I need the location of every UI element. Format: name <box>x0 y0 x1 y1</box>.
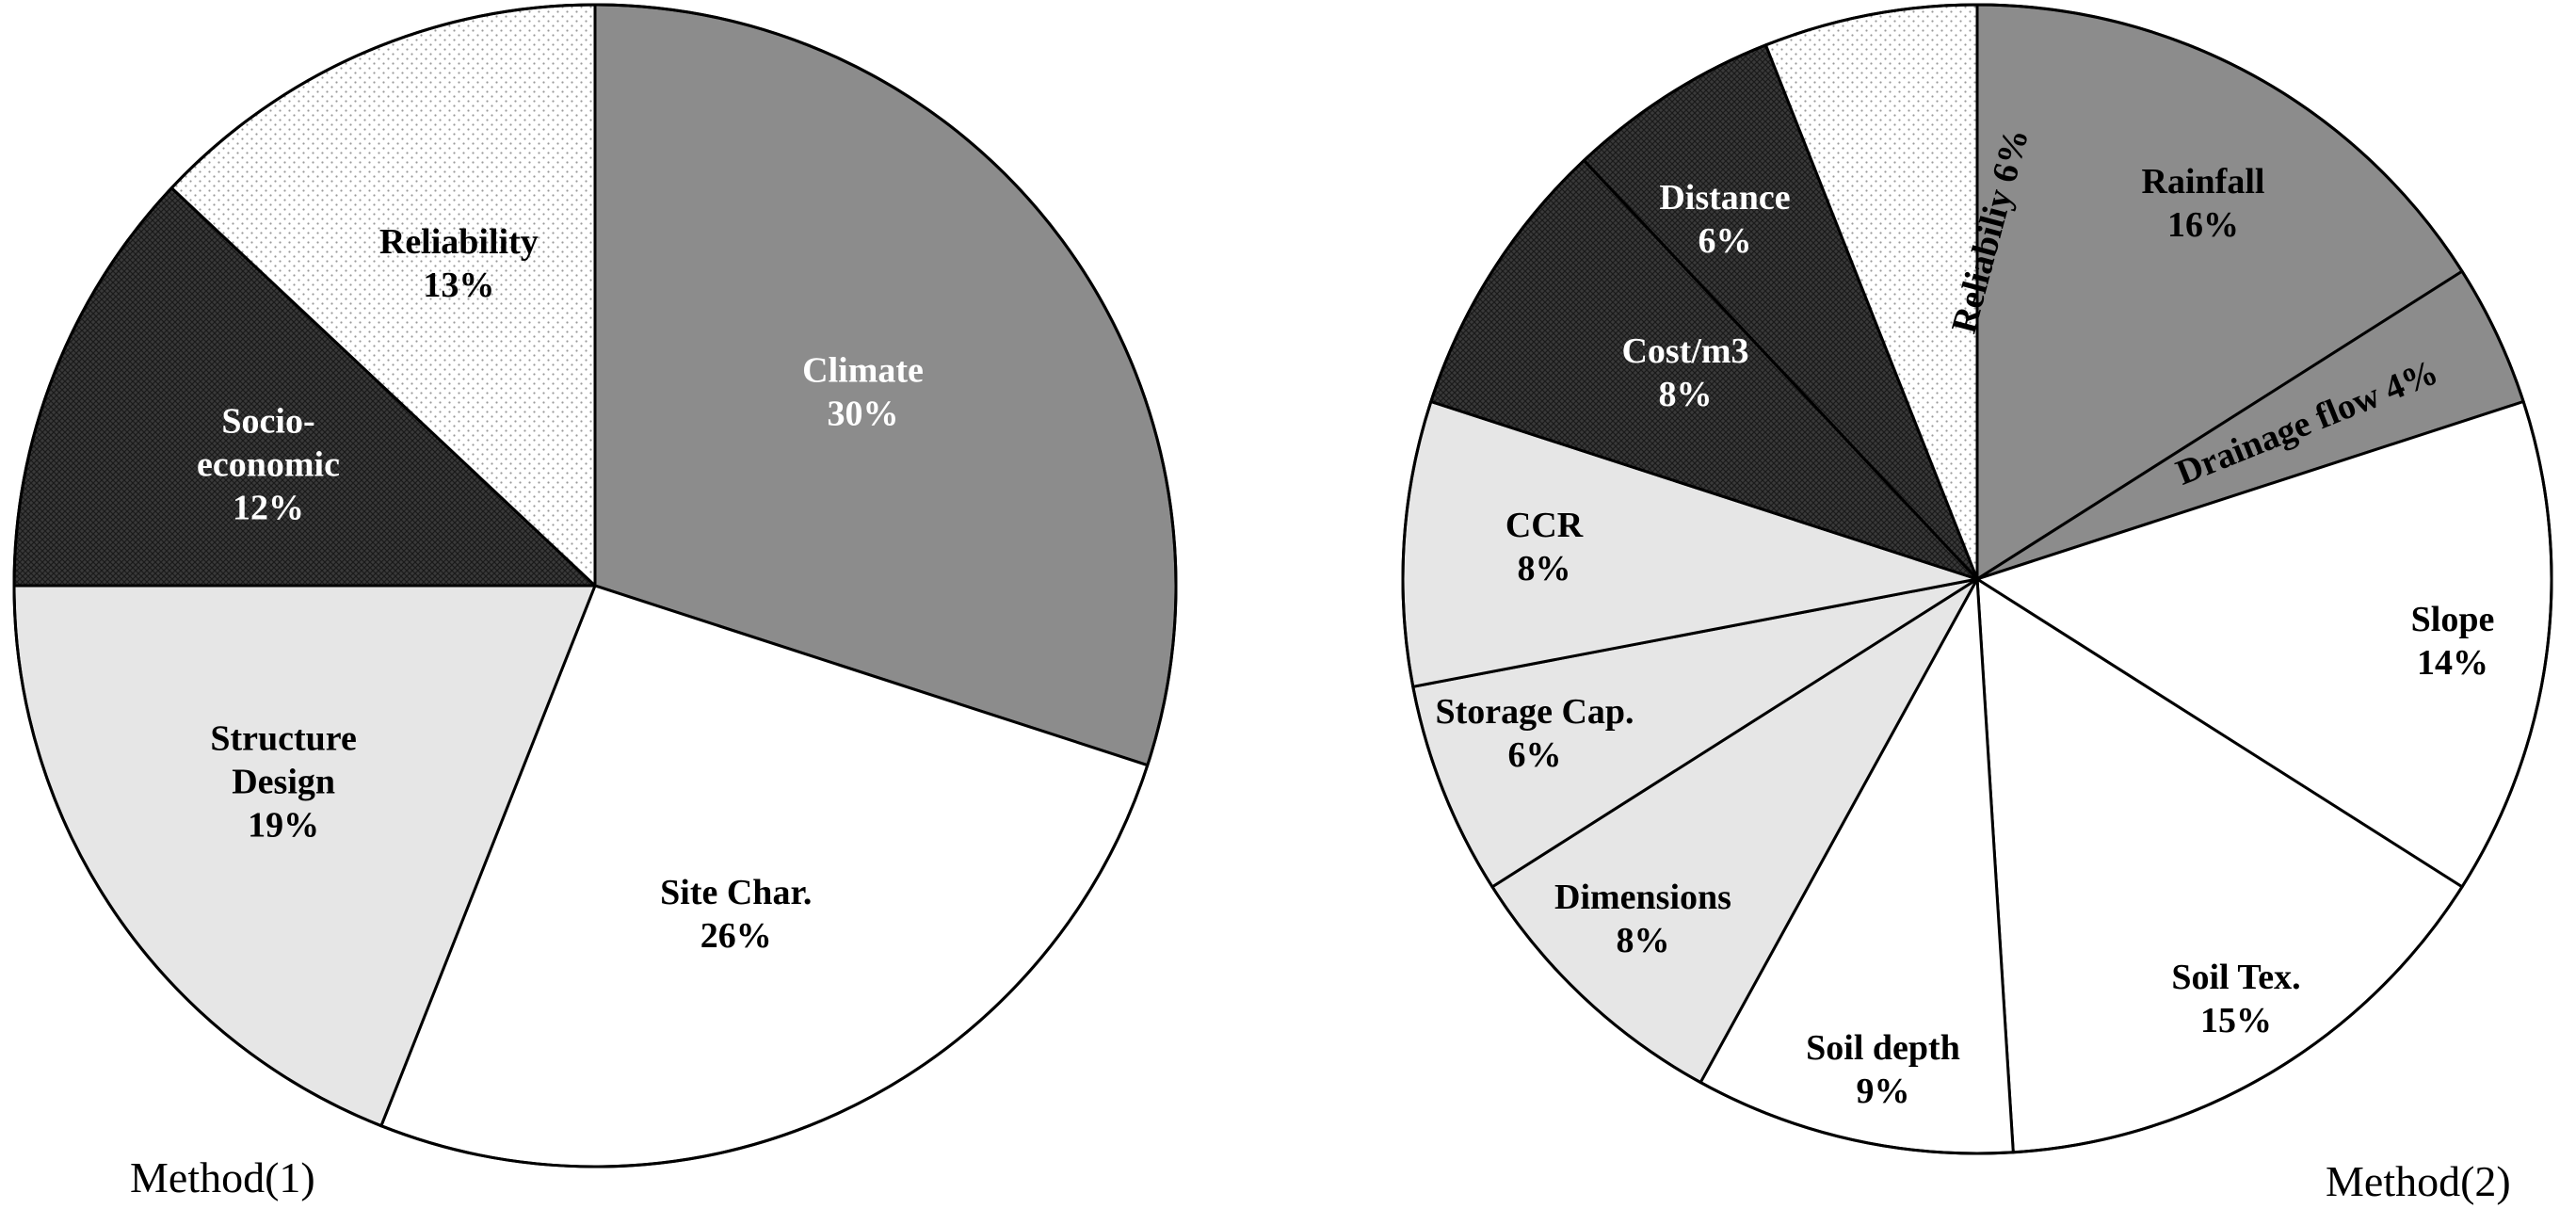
slice-label-line: Reliability <box>379 222 539 262</box>
slice-label-line: Rainfall <box>2142 162 2265 201</box>
slice-label-1-4: Socio-economic 12% <box>197 402 340 528</box>
slice-label-line: 19% <box>248 806 319 846</box>
slice-label-line: 8% <box>1518 549 1571 588</box>
pie-chart-method-2: Rainfall 16%Drainage flow 4%Slope 14%Soil … <box>1401 3 2553 1155</box>
slice-label-1-5: Reliability 13% <box>379 222 539 305</box>
slice-label-line: Socio- <box>221 402 314 442</box>
slice-label-line: Structure <box>210 719 357 759</box>
slice-label-line: 12% <box>233 489 304 528</box>
slice-label-line: Dimensions <box>1554 878 1731 917</box>
slice-label-line: Distance <box>1659 178 1790 218</box>
pie-chart-method-1: Climate 30% Site Char. 26% Structure Design 19… <box>12 3 1178 1169</box>
slice-label-2-10: Distance 6% <box>1659 178 1790 261</box>
slice-label-2-6: Dimensions 8% <box>1554 878 1731 960</box>
slice-label-2-1: Rainfall 16% <box>2142 162 2265 245</box>
slice-label-line: Storage Cap. <box>1435 692 1634 732</box>
slice-label-2-8: CCR 8% <box>1505 506 1584 588</box>
slice-label-line: 6% <box>1699 221 1752 261</box>
slice-label-line: Cost/m3 <box>1621 331 1748 371</box>
slice-label-1-3: Structure Design 19% <box>210 719 357 846</box>
slice-label-2-4: Soil Tex. 15% <box>2171 958 2300 1040</box>
slice-label-2-5: Soil depth 9% <box>1806 1028 1960 1111</box>
slice-label-line: Design <box>232 763 335 802</box>
slice-label-line: 13% <box>423 266 494 305</box>
slice-label-1-2: Site Char. 26% <box>660 873 812 956</box>
slice-label-line: 8% <box>1659 375 1713 414</box>
slice-label-line: 26% <box>700 916 772 956</box>
slice-label-line: 30% <box>828 394 899 433</box>
slice-label-line: CCR <box>1505 506 1584 545</box>
slice-label-line: Site Char. <box>660 873 812 912</box>
slice-label-line: 15% <box>2200 1001 2272 1040</box>
slice-label-line: Soil depth <box>1806 1028 1960 1068</box>
slice-label-line: Soil Tex. <box>2171 958 2300 997</box>
slice-label-line: Climate <box>802 350 924 390</box>
slice-label-1-1: Climate 30% <box>802 350 924 433</box>
pie-caption-method-1: Method(1) <box>130 1153 315 1201</box>
slice-label-line: 16% <box>2167 205 2239 245</box>
slice-label-line: 6% <box>1508 735 1562 775</box>
slice-label-line: Slope <box>2411 600 2495 639</box>
pie-caption-method-2: Method(2) <box>2326 1157 2511 1205</box>
slice-label-2-7: Storage Cap. 6% <box>1435 692 1634 775</box>
slice-label-line: economic <box>197 445 340 485</box>
slice-label-line: 9% <box>1857 1072 1910 1111</box>
slice-label-line: 14% <box>2417 643 2488 683</box>
pie-outline-1 <box>12 3 1178 1169</box>
pie-outline-2 <box>1401 3 2553 1155</box>
slice-label-2-9: Cost/m3 8% <box>1621 331 1748 414</box>
slice-label-line: 8% <box>1617 921 1670 960</box>
slice-label-2-3: Slope 14% <box>2411 600 2495 683</box>
